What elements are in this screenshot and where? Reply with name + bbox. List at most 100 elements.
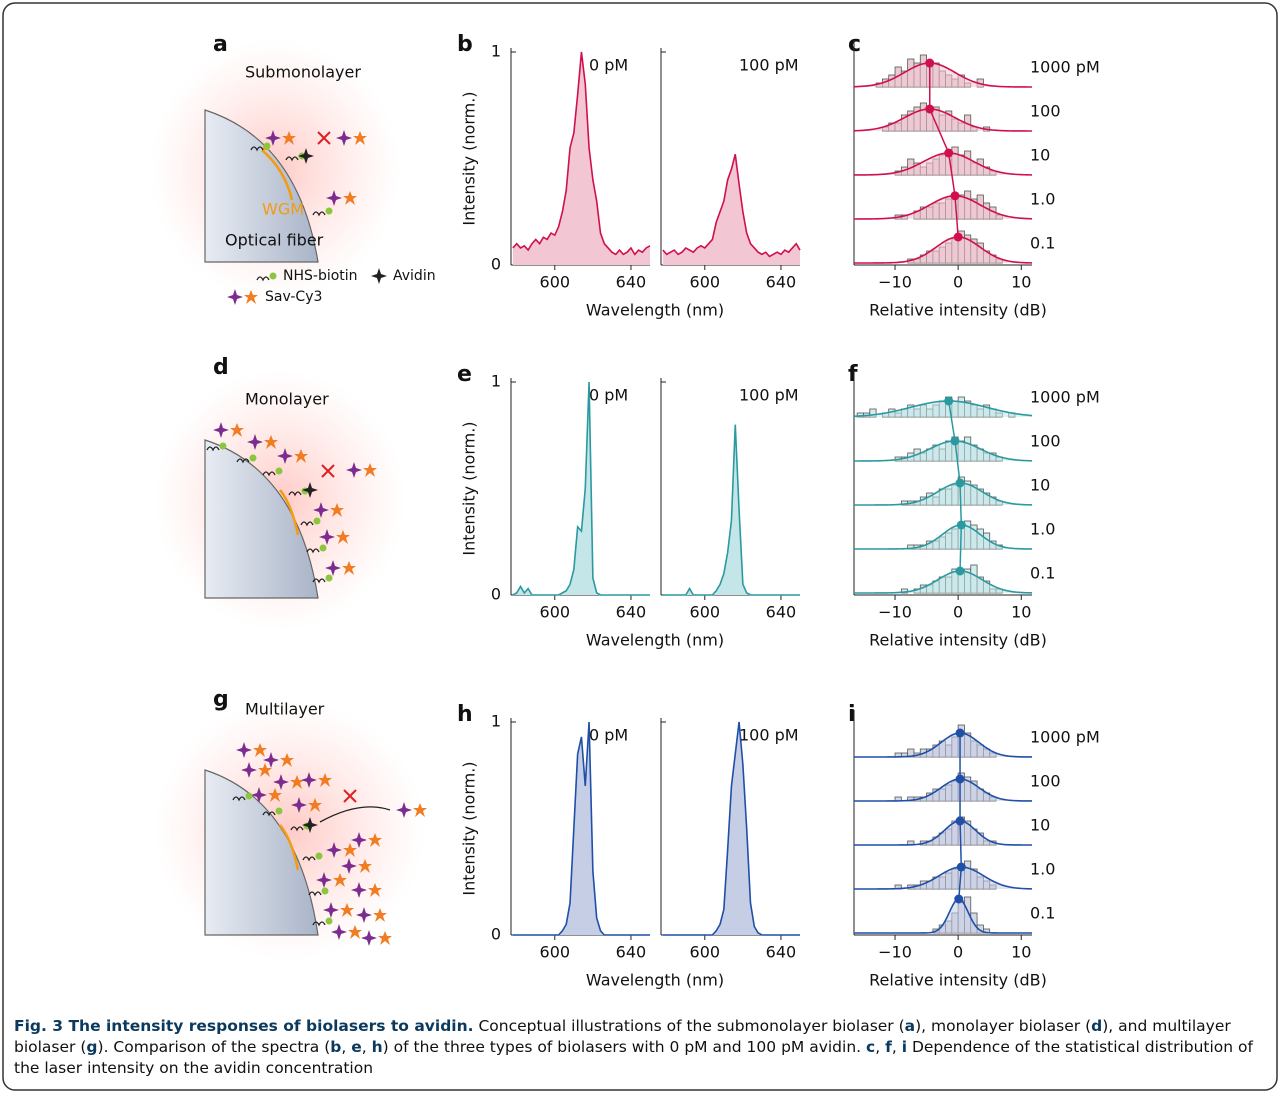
y-tick-label: 1 [491,712,501,731]
row-label: 10 [1030,146,1050,165]
fit-curve [853,62,1033,88]
spectrum-line [662,721,800,936]
caption-text: c [866,1038,876,1056]
row-label: 10 [1030,476,1050,495]
fit-curve [854,482,1033,506]
y-axis-label: Intensity (norm.) [460,421,479,555]
panel-label: h [457,702,473,727]
peak-dot [956,862,966,872]
fit-area [854,571,1032,593]
fit-area [854,483,1032,505]
row-label: 10 [1030,816,1050,835]
fit-area [854,733,1032,757]
row-label: 0.1 [1030,564,1055,583]
row-label: 0.1 [1030,234,1055,253]
x-tick-label: 10 [1011,273,1031,292]
peak-dot [955,816,965,826]
row-label: 1000 pM [1030,58,1100,77]
x-tick-label: 600 [540,943,571,962]
caption-text: , [875,1038,886,1056]
caption-text: Dependence of the statistical distributi… [14,1038,1253,1077]
fit-curve [854,866,1033,890]
caption-text: ). Comparison of the spectra ( [97,1038,331,1056]
x-tick-label: −10 [878,603,912,622]
caption-text: e [351,1038,362,1056]
fit-area [854,401,1032,417]
peak-dot [955,478,965,488]
x-tick-label: 10 [1011,943,1031,962]
series-label: 100 pM [739,726,799,745]
fit-curve [853,194,1033,220]
series-label: 0 pM [589,726,628,745]
x-tick-label: −10 [878,943,912,962]
legend-label: NHS-biotin [283,268,358,284]
peak-dot [955,728,965,738]
panel-label: f [848,362,858,387]
y-axis-label: Intensity (norm.) [460,91,479,225]
illustration-title: Submonolayer [245,63,361,82]
row-label: 100 [1030,432,1061,451]
spectrum-area [662,154,800,265]
panel-label: c [848,32,861,57]
peak-dot [956,520,966,530]
series-label: 0 pM [589,386,628,405]
illustration-g: Multilayer g [155,687,427,960]
x-tick-label: 640 [616,603,647,622]
fit-area [854,109,1032,131]
peak-dot [955,566,965,576]
x-tick-label: 0 [953,603,963,622]
x-tick-label: 640 [766,603,797,622]
panel-label: g [213,687,229,712]
fit-curve [853,236,1033,264]
caption-text: h [371,1038,383,1056]
y-tick-label: 1 [491,372,501,391]
peak-dot [953,232,963,242]
caption-text: i [901,1038,908,1056]
x-tick-label: 10 [1011,603,1031,622]
caption-text: b [330,1038,342,1056]
fit-curve [854,778,1033,802]
x-axis-label: Relative intensity (dB) [869,301,1047,320]
caption-text: , [361,1038,372,1056]
spectrum-area [512,722,650,935]
x-axis-label: Relative intensity (dB) [869,631,1047,650]
x-axis-label: Relative intensity (dB) [869,971,1047,990]
peak-dot [954,894,964,904]
row-label: 0.1 [1030,904,1055,923]
caption-text: d [1091,1017,1103,1035]
fit-curve [853,152,1033,176]
row-label: 1.0 [1030,190,1055,209]
caption-text: , [891,1038,902,1056]
x-tick-label: −10 [878,273,912,292]
row-label: 1.0 [1030,860,1055,879]
spectrum-line [512,721,650,936]
peak-dot [944,148,954,158]
spectrum-line [662,424,800,596]
fit-area [854,821,1032,845]
y-tick-label: 0 [491,925,501,944]
x-tick-label: 640 [766,273,797,292]
fit-area [854,441,1032,461]
caption-text: g [86,1038,98,1056]
y-tick-label: 0 [491,585,501,604]
spectrum-line [662,154,801,258]
panel-label: d [213,355,229,380]
row-label: 1000 pM [1030,728,1100,747]
series-label: 0 pM [589,56,628,75]
caption-text: ), monolayer biolaser ( [915,1017,1092,1035]
row-label: 100 [1030,772,1061,791]
caption-text: f [885,1038,892,1056]
x-tick-label: 600 [690,273,721,292]
fit-curve [854,732,1033,758]
x-tick-label: 0 [953,273,963,292]
caption-text: a [904,1017,916,1035]
x-tick-label: 600 [690,943,721,962]
panel-label: e [457,362,472,387]
spectrum-area [512,382,650,595]
fit-area [854,779,1032,801]
illustration-title: Multilayer [245,700,325,719]
row-label: 1000 pM [1030,388,1100,407]
